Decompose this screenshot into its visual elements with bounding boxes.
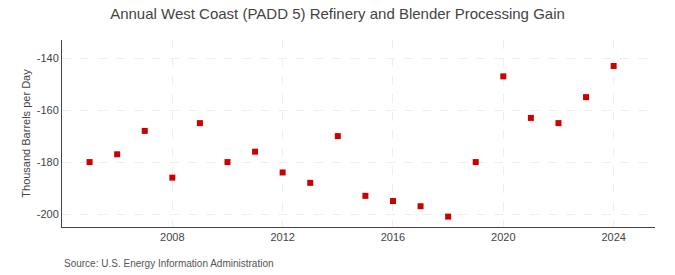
svg-text:2024: 2024 (601, 231, 625, 243)
svg-text:2008: 2008 (160, 231, 184, 243)
svg-text:Thousand Barrels per Day: Thousand Barrels per Day (20, 69, 32, 198)
svg-text:2020: 2020 (491, 231, 515, 243)
svg-text:-180: -180 (37, 156, 59, 168)
svg-text:Source: U.S. Energy Informatio: Source: U.S. Energy Information Administ… (64, 258, 274, 269)
svg-text:Annual West Coast (PADD 5) Ref: Annual West Coast (PADD 5) Refinery and … (110, 5, 565, 22)
svg-text:-200: -200 (37, 208, 59, 220)
svg-text:2012: 2012 (270, 231, 294, 243)
svg-text:-160: -160 (37, 104, 59, 116)
svg-text:2016: 2016 (381, 231, 405, 243)
svg-text:-140: -140 (37, 52, 59, 64)
